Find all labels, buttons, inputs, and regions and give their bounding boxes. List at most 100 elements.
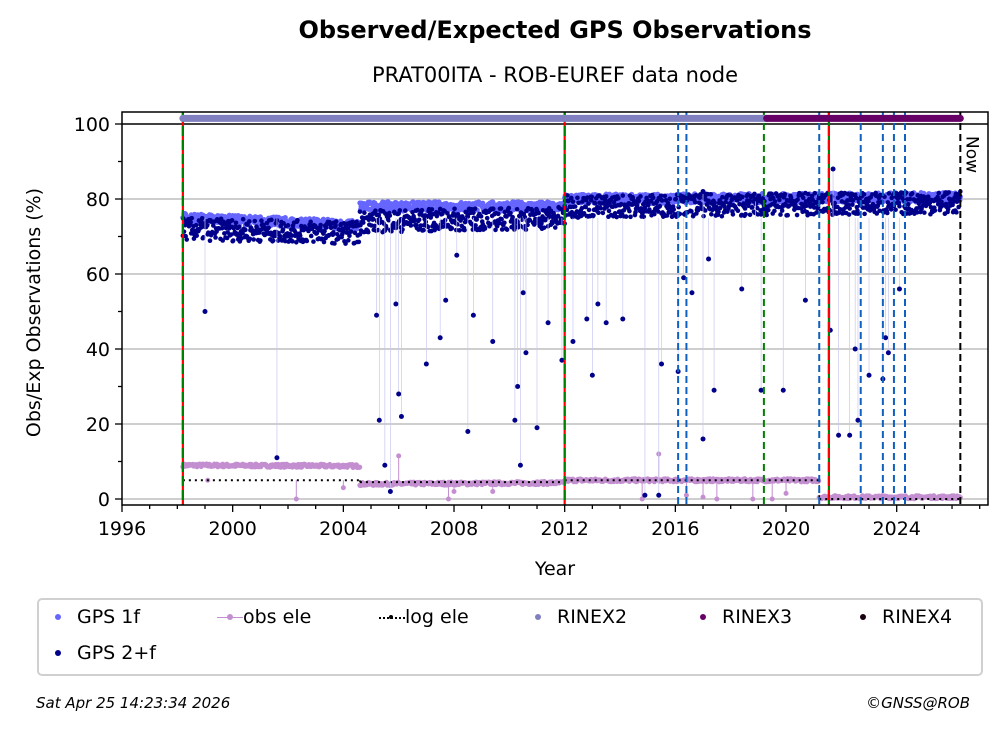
gps2f-point: [356, 239, 362, 245]
gps2f-point: [769, 192, 774, 197]
legend-label: RINEX3: [722, 606, 793, 628]
x-axis-label: Year: [534, 558, 575, 580]
gps2f-point: [671, 207, 676, 212]
gps2f-point: [711, 387, 717, 393]
gps2f-point: [566, 198, 571, 204]
credit: ©GNSS@ROB: [866, 694, 970, 712]
gps2f-point: [230, 238, 236, 243]
gps2f-point: [455, 222, 460, 227]
gps2f-point: [495, 211, 501, 217]
gps2f-point: [659, 361, 665, 367]
gps2f-point: [936, 190, 942, 196]
timestamp: Sat Apr 25 14:23:34 2026: [36, 694, 231, 712]
obs-ele-point: [445, 496, 451, 502]
gps2f-point: [434, 213, 440, 219]
x-tick-label: 2024: [873, 518, 921, 540]
obs-ele-point: [714, 496, 720, 502]
gps2f-point: [188, 220, 193, 225]
gps2f-point: [717, 205, 723, 211]
obs-ele-point: [639, 496, 645, 502]
gps2f-point: [689, 209, 694, 214]
gps2f-point: [360, 220, 366, 225]
gps2f-point: [914, 210, 920, 215]
gps2f-point: [512, 417, 518, 423]
gps2f-point: [847, 206, 852, 211]
gps2f-point: [706, 256, 712, 262]
gps2f-point: [460, 215, 466, 221]
gps2f-point: [545, 320, 551, 326]
gps2f-point: [357, 232, 363, 237]
gps2f-point: [370, 216, 376, 222]
gps2f-point: [586, 201, 591, 206]
gps2f-point: [836, 432, 842, 438]
gps2f-point: [490, 339, 496, 344]
gps2f-point: [916, 201, 922, 206]
gps2f-point: [323, 225, 329, 230]
gps2f-point: [945, 206, 951, 212]
gps2f-point: [328, 225, 334, 231]
gps2f-point: [636, 198, 642, 204]
gps2f-point: [498, 206, 504, 211]
gps2f-point: [709, 211, 714, 217]
gps2f-point: [712, 200, 717, 206]
gps2f-point: [814, 210, 819, 215]
gps2f-point: [611, 200, 617, 205]
gps2f-point: [374, 312, 380, 318]
gps2f-point: [365, 229, 371, 235]
gps2f-point: [319, 236, 325, 242]
gps2f-point: [802, 297, 808, 303]
gps2f-point: [478, 214, 484, 219]
gps2f-point: [506, 205, 512, 211]
gps2f-point: [425, 224, 431, 230]
gps2f-point: [909, 191, 915, 196]
gps2f-point: [766, 207, 771, 213]
gps2f-point: [347, 233, 352, 239]
gps2f-point: [722, 204, 727, 210]
obs-ele-point: [700, 494, 706, 500]
gps2f-point: [586, 207, 592, 213]
chart-subtitle: PRAT00ITA - ROB-EUREF data node: [371, 63, 739, 87]
gps2f-point: [332, 241, 337, 246]
gps2f-point: [922, 210, 927, 215]
legend-label: obs ele: [243, 606, 312, 628]
legend-label: log ele: [405, 606, 469, 628]
gps2f-point: [681, 275, 687, 281]
gps2f-point: [308, 233, 314, 239]
gps2f-point: [598, 205, 603, 211]
gps2f-point: [372, 223, 378, 229]
gps2f-point: [855, 211, 861, 216]
obs-ele-point: [357, 464, 363, 470]
x-tick-label: 2004: [319, 518, 367, 540]
gps2f-point: [907, 196, 913, 202]
gps2f-point: [517, 462, 523, 468]
legend-obs-ele: obs ele: [217, 606, 311, 628]
gps2f-point: [541, 225, 547, 230]
gps2f-point: [600, 210, 606, 216]
gps2f-point: [800, 195, 806, 201]
gps2f-point: [764, 212, 769, 218]
gps2f-point: [591, 213, 596, 218]
obs-ele-point: [293, 496, 299, 502]
gps2f-point: [348, 229, 354, 234]
gps2f-point: [730, 212, 736, 217]
gps2f-point: [580, 199, 585, 204]
gps2f-point: [650, 195, 656, 201]
gps2f-point: [194, 233, 200, 238]
obs-ele-point: [769, 496, 775, 502]
gps2f-point: [482, 226, 488, 231]
gps2f-point: [243, 227, 248, 233]
gps2f-point: [847, 432, 853, 438]
gps2f-point: [805, 191, 811, 197]
gps2f-point: [201, 235, 206, 240]
gps2f-point: [747, 198, 752, 204]
gps2f-point: [723, 199, 729, 205]
gps2f-point: [589, 194, 595, 200]
gps2f-point: [314, 230, 320, 236]
gps2f-point: [429, 207, 435, 212]
legend-rinex2: RINEX2: [529, 606, 627, 628]
gps2f-point: [658, 193, 664, 199]
gps2f-point: [274, 455, 280, 461]
gps2f-point: [589, 372, 595, 378]
gps2f-point: [576, 200, 581, 206]
gps2f-point: [443, 297, 449, 303]
